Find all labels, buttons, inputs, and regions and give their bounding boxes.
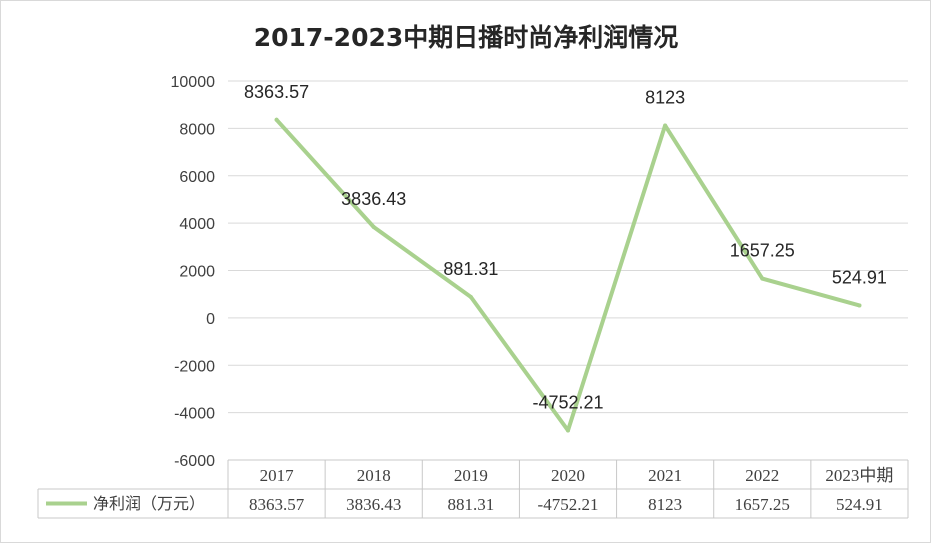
table-value-cell: 3836.43 (346, 495, 401, 514)
legend-label: 净利润（万元） (93, 494, 205, 513)
data-label: 881.31 (443, 259, 498, 279)
y-tick-label: -4000 (174, 406, 215, 423)
y-tick-label: 6000 (179, 169, 215, 186)
x-category-label: 2022 (745, 466, 779, 485)
table-value-cell: 8123 (648, 495, 682, 514)
data-table: 2017 8363.57 2018 3836.43 2019 881.31 2020 -475… (37, 459, 909, 519)
data-point (468, 294, 473, 299)
data-label: 1657.25 (730, 241, 795, 261)
x-category-label: 2021 (648, 466, 682, 485)
chart-title: 2017-2023中期日播时尚净利润情况 (254, 23, 679, 52)
y-tick-label: -6000 (174, 453, 215, 470)
data-label: 8363.57 (244, 82, 309, 102)
data-label: 8123 (645, 87, 685, 107)
data-label: 3836.43 (341, 189, 406, 209)
data-point (274, 117, 279, 122)
y-tick-label: 4000 (179, 216, 215, 233)
table-value-cell: 881.31 (447, 495, 494, 514)
y-tick-label: 2000 (179, 264, 215, 281)
data-labels: 8363.57 3836.43 881.31 -4752.21 8123 1657.25 5… (244, 82, 887, 413)
x-category-label: 2019 (454, 466, 488, 485)
y-axis-ticks: 10000 8000 6000 4000 2000 0 -2000 -4000 -6000 (171, 74, 216, 470)
data-point (857, 303, 862, 308)
table-value-cell: 8363.57 (249, 495, 305, 514)
x-category-label: 2023中期 (825, 466, 893, 485)
table-value-cell: -4752.21 (538, 495, 599, 514)
data-point (371, 224, 376, 229)
y-tick-label: 10000 (171, 74, 216, 91)
table-value-cell: 1657.25 (735, 495, 790, 514)
y-tick-label: -2000 (174, 358, 215, 375)
table-value-cell: 524.91 (836, 495, 883, 514)
data-label: -4752.21 (532, 392, 603, 412)
data-point (760, 276, 765, 281)
series-line (274, 117, 862, 433)
data-label: 524.91 (832, 267, 887, 287)
y-tick-label: 0 (206, 311, 215, 328)
data-point (663, 123, 668, 128)
data-point (566, 428, 570, 433)
y-tick-label: 8000 (179, 121, 215, 138)
x-category-label: 2018 (357, 466, 391, 485)
series-line-net-profit (274, 117, 862, 433)
x-category-label: 2017 (260, 466, 295, 485)
x-category-label: 2020 (551, 466, 585, 485)
